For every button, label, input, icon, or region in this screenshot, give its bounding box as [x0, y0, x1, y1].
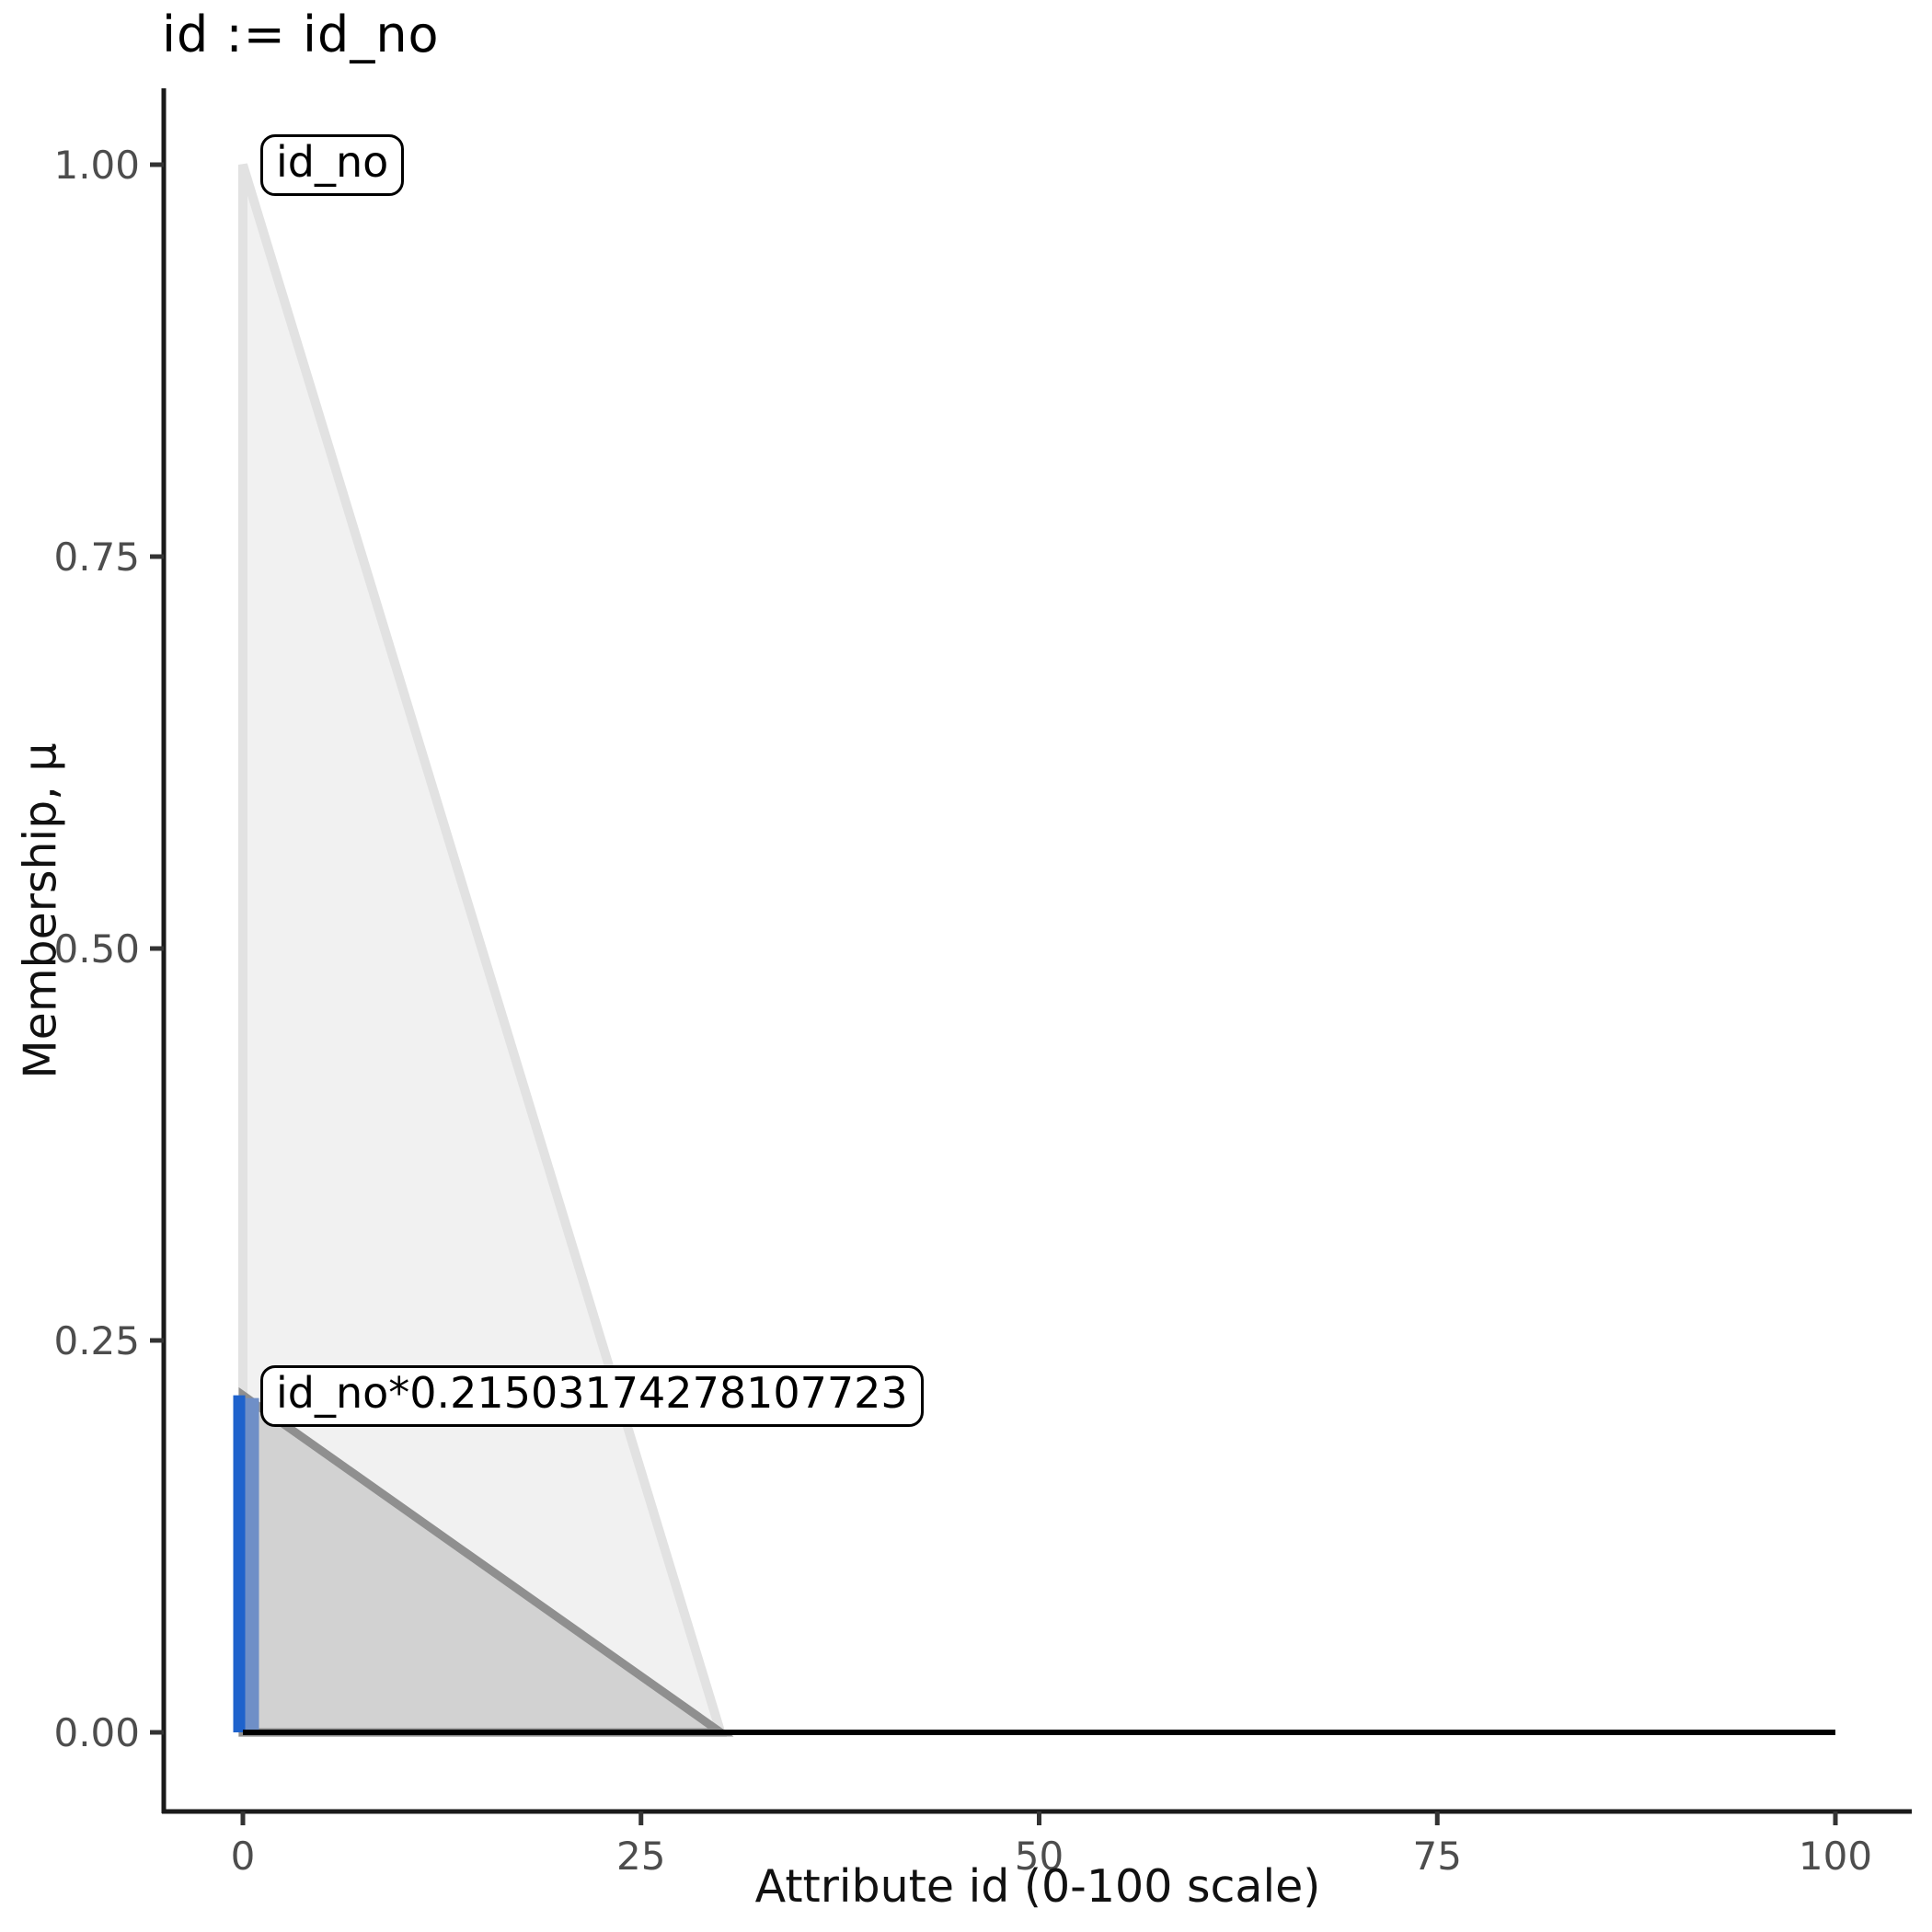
x-tick-label-0: 0	[231, 1834, 256, 1879]
y-tick-label-0.50: 0.50	[53, 926, 140, 972]
y-axis-title: Membership, μ	[14, 742, 67, 1079]
y-tick-label-0.75: 0.75	[53, 535, 140, 580]
x-tick-label-100: 100	[1799, 1834, 1872, 1879]
annotation-id_no: id_no	[260, 134, 405, 196]
x-tick-label-25: 25	[616, 1834, 665, 1879]
x-axis-title: Attribute id (0-100 scale)	[754, 1860, 1321, 1913]
y-tick-label-1.00: 1.00	[53, 143, 140, 188]
x-axis-ticks: 0 25 50 75 100	[231, 1811, 1872, 1879]
annotation-id_no-scaled: id_no*0.21503174278107723	[260, 1365, 924, 1427]
x-tick-label-50: 50	[1015, 1834, 1064, 1879]
y-axis-ticks: 0.00 0.25 0.50 0.75 1.00	[53, 143, 164, 1755]
chart-title: id := id_no	[162, 6, 440, 63]
y-tick-label-0.25: 0.25	[53, 1318, 140, 1363]
y-tick-label-0.00: 0.00	[53, 1710, 140, 1755]
x-tick-label-75: 75	[1413, 1834, 1462, 1879]
